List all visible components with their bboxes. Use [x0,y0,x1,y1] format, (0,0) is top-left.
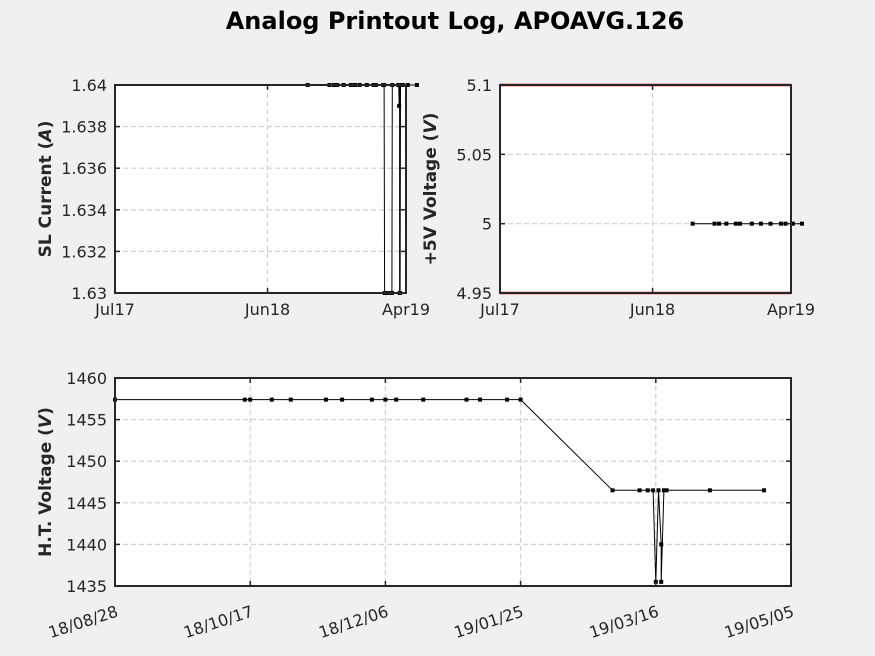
y-tick-label: 5 [482,215,492,234]
y-tick-label: 1.636 [61,159,107,178]
data-point [242,397,247,402]
data-point [799,221,804,226]
y-axis-label-close: ) [36,121,56,129]
y-tick-label: 1460 [66,369,107,388]
data-point [761,488,766,493]
plot-background [115,378,791,586]
data-point [394,397,399,402]
y-tick-label: 1435 [66,577,107,596]
data-point [651,488,656,493]
x-tick-label: Jul17 [94,300,135,319]
y-tick-label: 1.64 [71,76,107,95]
data-point [778,221,783,226]
data-point [758,221,763,226]
y-axis-label: SL Current (A) [36,121,56,258]
data-point [661,488,666,493]
data-point [505,397,510,402]
plot-background [500,85,791,293]
axes-frame [114,377,792,587]
axes-frame [114,84,407,294]
y-tick-label: 1.63 [71,284,107,303]
data-point [690,221,695,226]
data-point [790,221,795,226]
axes-1: Jul17 Jun18 Apr19 1.63 1.632 1.634 1.636 1.638 1… [36,76,430,319]
y-axis-label-text: SL Current ( [36,142,56,258]
y-tick-label: 1.638 [61,118,107,137]
data-point [478,397,483,402]
data-point [421,397,426,402]
y-tick-label: 1.634 [61,201,107,220]
y-axis-label-close: ) [36,407,56,415]
y-tick-label: 1455 [66,411,107,430]
axes-2: Jul17 Jun18 Apr19 4.95 5 5.05 5.1 +5V Voltage (… [421,76,815,319]
data-point [518,397,523,402]
x-tick-label: Jun18 [629,300,675,319]
data-point [717,221,722,226]
plot-background [115,85,406,293]
data-point [664,488,669,493]
axes-frame [499,84,792,294]
data-point [610,488,615,493]
data-point [369,397,374,402]
data-point [269,397,274,402]
data-point [712,221,717,226]
y-axis-label: +5V Voltage (V) [421,113,441,266]
data-point [783,221,788,226]
data-point [749,221,754,226]
data-point [323,397,328,402]
y-axis-label: H.T. Voltage (V) [36,407,56,557]
y-tick-label: 1440 [66,535,107,554]
data-point [464,397,469,402]
y-tick-label: 1450 [66,452,107,471]
data-point [733,221,738,226]
x-tick-label: Jun18 [244,300,290,319]
y-axis-label-unit: V [36,413,56,428]
y-axis-label-unit: A [36,128,56,143]
data-point [659,542,664,547]
data-point [707,488,712,493]
y-tick-label: 5.1 [467,76,492,95]
data-point [768,221,773,226]
data-point [414,83,419,87]
y-tick-label: 5.05 [456,145,492,164]
x-tick-label: Jul17 [479,300,520,319]
y-tick-label: 1.632 [61,242,107,261]
y-tick-label: 4.95 [456,284,492,303]
figure-title: Analog Printout Log, APOAVG.126 [226,7,685,35]
y-axis-label-text: H.T. Voltage ( [36,428,56,557]
data-point [737,221,742,226]
data-point [659,579,664,584]
data-point [656,488,661,493]
data-point [724,221,729,226]
data-point [637,488,642,493]
x-tick-label: Apr19 [767,300,815,319]
data-point [340,397,345,402]
data-point [645,488,650,493]
data-point [397,103,402,108]
data-point [248,397,253,402]
data-point [288,397,293,402]
x-tick-label: Apr19 [382,300,430,319]
y-axis-label-text: +5V Voltage ( [421,134,441,266]
plots: Jul17 Jun18 Apr19 1.63 1.632 1.634 1.636 1.638 1… [36,76,815,642]
data-point [405,83,410,87]
y-tick-label: 1445 [66,494,107,513]
data-point [383,397,388,402]
y-axis-label-unit: V [421,119,441,134]
y-axis-label-close: ) [421,113,441,121]
